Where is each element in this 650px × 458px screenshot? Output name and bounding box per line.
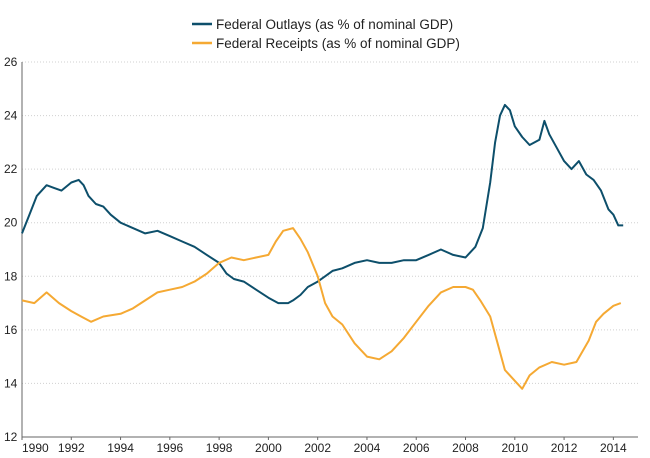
y-tick-label: 24 (4, 109, 18, 123)
gridlines (22, 61, 638, 438)
x-tick-label: 1992 (58, 441, 85, 455)
y-tick-label: 22 (4, 162, 18, 176)
x-tick-label: 1998 (206, 441, 233, 455)
x-tick-label: 2006 (403, 441, 430, 455)
series-lines (21, 103, 624, 390)
x-tick-label: 2000 (255, 441, 282, 455)
x-tick-label: 1996 (156, 441, 183, 455)
y-tick-label: 12 (4, 430, 18, 444)
y-tick-label: 20 (4, 216, 18, 230)
y-tick-label: 14 (4, 376, 18, 390)
x-tick-label: 2014 (600, 441, 627, 455)
x-tick-label: 2004 (354, 441, 381, 455)
y-tick-label: 16 (4, 323, 18, 337)
y-tick-label: 18 (4, 269, 18, 283)
x-tick-label: 1990 (22, 441, 49, 455)
series-line-2 (21, 227, 622, 390)
axes: 12 14 16 18 20 22 24 26 1990 1992 1994 1996 1998 2000… (4, 55, 638, 455)
x-tick-label: 1994 (107, 441, 134, 455)
x-tick-label: 2008 (452, 441, 479, 455)
x-tick-label: 2002 (304, 441, 331, 455)
legend-label-1: Federal Outlays (as % of nominal GDP) (216, 17, 453, 32)
chart-legend: Federal Outlays (as % of nominal GDP) Fed… (192, 17, 460, 51)
legend-label-2: Federal Receipts (as % of nominal GDP) (216, 36, 460, 51)
x-tick-label: 2010 (501, 441, 528, 455)
x-tick-label: 2012 (551, 441, 578, 455)
y-tick-label: 26 (4, 55, 18, 69)
series-line-1 (21, 103, 624, 305)
